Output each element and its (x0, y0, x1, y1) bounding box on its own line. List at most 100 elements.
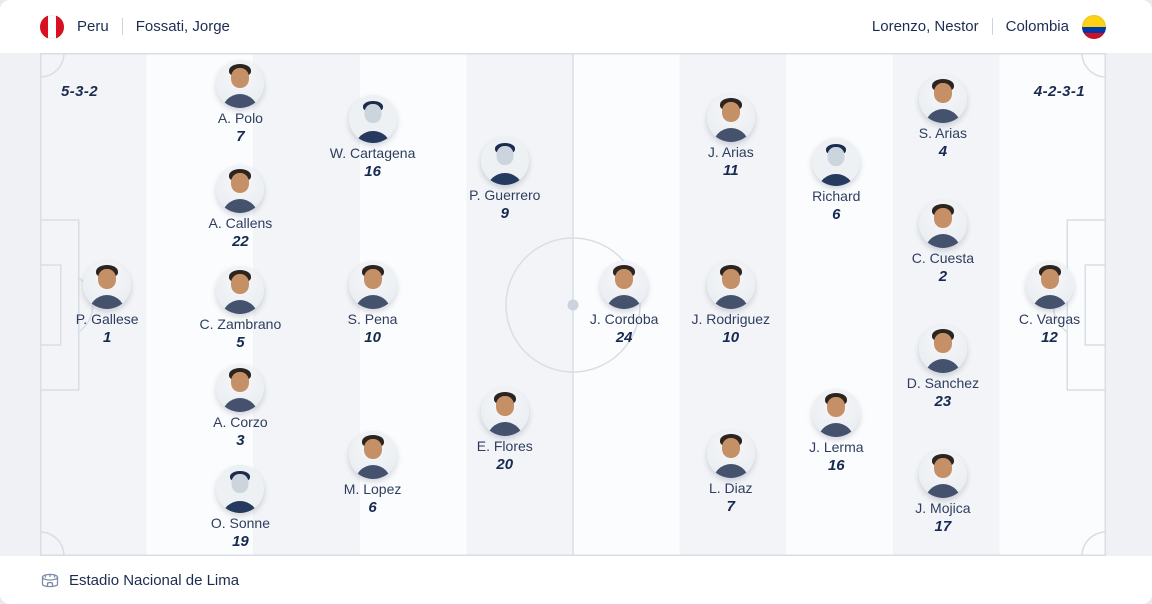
avatar-head (231, 68, 250, 89)
football-pitch: 5-3-2 4-2-3-1 P. Gallese 1 A. Polo 7 A. … (40, 53, 1106, 556)
player-a-polo[interactable]: A. Polo 7 (180, 60, 300, 146)
player-name: L. Diaz (708, 479, 753, 496)
avatar-head (231, 371, 250, 392)
player-p-guerrero[interactable]: P. Guerrero 9 (445, 137, 565, 223)
player-j-arias[interactable]: J. Arias 11 (671, 93, 791, 180)
player-number: 9 (500, 205, 509, 223)
avatar-torso (924, 108, 962, 123)
player-name: J. Arias (707, 143, 754, 160)
avatar-torso (605, 295, 643, 310)
away-formation-label: 4-2-3-1 (1033, 83, 1085, 100)
player-s-arias[interactable]: S. Arias 4 (883, 74, 1003, 161)
avatar-head (364, 103, 382, 123)
player-name: S. Pena (347, 311, 398, 328)
player-avatar (1025, 261, 1074, 310)
player-number: 17 (934, 517, 952, 535)
header-divider (121, 18, 123, 35)
player-avatar (216, 265, 265, 314)
player-p-gallese[interactable]: P. Gallese 1 (47, 261, 167, 347)
player-e-flores[interactable]: E. Flores 20 (445, 388, 565, 474)
player-name: M. Lopez (343, 480, 402, 497)
player-s-pena[interactable]: S. Pena 10 (313, 261, 433, 347)
avatar-torso (712, 127, 750, 142)
avatar-torso (817, 422, 855, 437)
player-name: J. Rodriguez (691, 311, 771, 328)
avatar-torso (487, 173, 523, 186)
player-name: C. Zambrano (199, 315, 282, 332)
avatar-head (231, 473, 249, 493)
player-o-sonne[interactable]: O. Sonne 19 (180, 464, 300, 551)
player-j-rodriguez[interactable]: J. Rodriguez 10 (671, 261, 791, 347)
avatar-torso (354, 295, 392, 310)
avatar-torso (221, 198, 259, 213)
goal-area-right (1084, 264, 1106, 346)
avatar-torso (222, 500, 258, 513)
player-w-cartagena[interactable]: W. Cartagena 16 (313, 94, 433, 181)
away-team-name[interactable]: Colombia (1005, 18, 1069, 35)
player-avatar (706, 261, 755, 310)
away-coach-name[interactable]: Lorenzo, Nestor (871, 18, 979, 35)
avatar-head (721, 269, 740, 290)
player-name: P. Guerrero (469, 187, 541, 204)
player-avatar (480, 388, 529, 437)
venue-footer: Estadio Nacional de Lima (0, 556, 1152, 604)
player-name: P. Gallese (75, 311, 139, 328)
avatar-head (827, 147, 845, 167)
avatar-head (231, 273, 250, 294)
player-number: 4 (938, 142, 948, 160)
avatar-torso (221, 397, 259, 412)
player-d-sanchez[interactable]: D. Sanchez 23 (883, 324, 1003, 411)
corner-arc-top-left (40, 53, 65, 78)
avatar-torso (924, 358, 962, 373)
player-number: 16 (364, 162, 381, 180)
player-name: E. Flores (476, 438, 533, 455)
player-richard[interactable]: Richard 6 (776, 138, 896, 224)
venue-name: Estadio Nacional de Lima (69, 571, 240, 589)
player-number: 16 (827, 456, 845, 474)
avatar-torso (354, 464, 392, 479)
player-name: J. Mojica (915, 499, 971, 516)
player-avatar (348, 261, 397, 310)
player-number: 2 (938, 268, 948, 286)
player-m-lopez[interactable]: M. Lopez 6 (313, 430, 433, 517)
player-a-corzo[interactable]: A. Corzo 3 (180, 363, 300, 450)
lineups-header: Peru Fossati, Jorge Lorenzo, Nestor Colo… (0, 0, 1152, 53)
player-c-zambrano[interactable]: C. Zambrano 5 (180, 265, 300, 352)
peru-flag-icon[interactable] (40, 14, 64, 39)
player-a-callens[interactable]: A. Callens 22 (180, 164, 300, 251)
avatar-torso (221, 94, 259, 109)
player-j-mojica[interactable]: J. Mojica 17 (883, 449, 1003, 536)
player-j-cordoba[interactable]: J. Cordoba 24 (564, 261, 684, 347)
player-number: 11 (722, 161, 739, 179)
player-avatar (918, 449, 967, 498)
player-number: 6 (832, 206, 841, 224)
player-number: 1 (102, 329, 112, 347)
home-team-header: Peru Fossati, Jorge (40, 14, 230, 39)
goal-area-left (40, 264, 62, 346)
center-spot (567, 299, 579, 311)
player-c-vargas[interactable]: C. Vargas 12 (990, 261, 1110, 347)
player-avatar (348, 430, 397, 479)
player-l-diaz[interactable]: L. Diaz 7 (671, 429, 791, 516)
avatar-head (98, 269, 117, 290)
player-name: W. Cartagena (329, 144, 416, 161)
player-c-cuesta[interactable]: C. Cuesta 2 (883, 200, 1003, 286)
avatar-head (933, 457, 952, 478)
player-number: 7 (726, 497, 735, 515)
player-avatar (812, 388, 861, 437)
home-coach-name[interactable]: Fossati, Jorge (135, 18, 230, 35)
player-avatar (216, 464, 265, 513)
avatar-head (933, 82, 952, 103)
player-name: A. Corzo (213, 413, 268, 430)
avatar-head (933, 208, 952, 229)
avatar-head (721, 437, 740, 458)
avatar-head (933, 332, 952, 353)
home-team-name[interactable]: Peru (77, 18, 109, 35)
player-j-lerma[interactable]: J. Lerma 16 (776, 388, 896, 475)
player-avatar (918, 200, 967, 249)
avatar-torso (712, 295, 750, 310)
header-divider (991, 18, 993, 35)
colombia-flag-icon[interactable] (1082, 14, 1106, 39)
player-avatar (348, 94, 397, 143)
